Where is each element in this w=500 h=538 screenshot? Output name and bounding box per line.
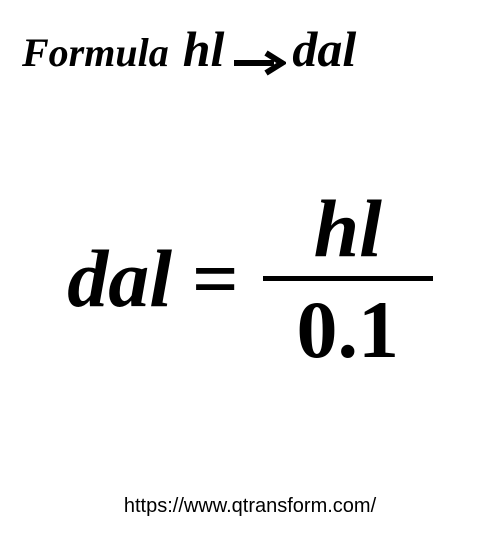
page: Formula hl dal dal = hl 0.1 https://www.… <box>0 0 500 538</box>
formula-body: dal = hl 0.1 <box>0 0 500 538</box>
fraction-numerator: hl <box>300 188 396 276</box>
footer-url: https://www.qtransform.com/ <box>0 495 500 518</box>
fraction-denominator: 0.1 <box>285 281 412 371</box>
equation-lhs: dal <box>67 238 172 320</box>
fraction: hl 0.1 <box>263 188 433 371</box>
equation: dal = hl 0.1 <box>67 188 433 371</box>
equals-sign: = <box>192 238 239 320</box>
